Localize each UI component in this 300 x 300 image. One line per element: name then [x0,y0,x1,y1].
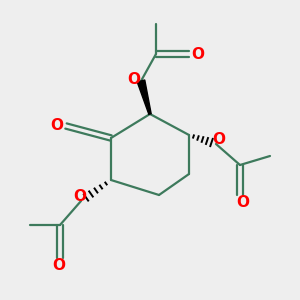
Text: O: O [52,258,65,273]
Text: O: O [73,189,86,204]
Text: O: O [236,195,250,210]
Text: O: O [127,72,140,87]
Text: O: O [50,118,64,134]
Polygon shape [137,80,151,114]
Text: O: O [191,46,204,62]
Text: O: O [212,132,226,147]
